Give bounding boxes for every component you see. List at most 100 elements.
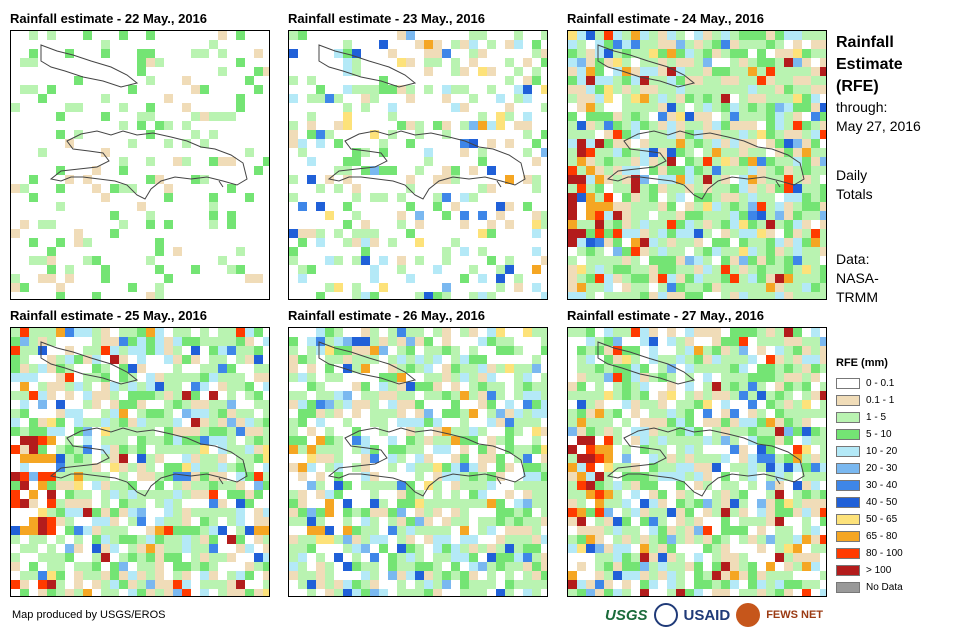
rainfall-cell [406, 463, 415, 472]
rainfall-cell [388, 391, 397, 400]
rainfall-cell [676, 427, 685, 436]
rainfall-cell [361, 454, 370, 463]
rainfall-cell [236, 328, 245, 337]
rainfall-cell [38, 400, 47, 409]
rainfall-cell [685, 85, 694, 94]
rainfall-cell [316, 535, 325, 544]
rainfall-cell [658, 454, 667, 463]
rainfall-cell [739, 31, 748, 40]
rainfall-cell [164, 184, 173, 193]
rainfall-cell [478, 463, 487, 472]
rainfall-cell [748, 184, 757, 193]
rainfall-cell [694, 265, 703, 274]
rainfall-cell [361, 247, 370, 256]
rainfall-cell [784, 544, 793, 553]
rainfall-cell [325, 211, 334, 220]
rainfall-cell [631, 229, 640, 238]
rainfall-cell [173, 418, 182, 427]
rainfall-cell [739, 76, 748, 85]
rainfall-cell [649, 508, 658, 517]
legend-swatch [836, 394, 860, 406]
rainfall-cell [29, 373, 38, 382]
rainfall-cell [775, 328, 784, 337]
rainfall-cell [200, 436, 209, 445]
rainfall-cell [415, 526, 424, 535]
rainfall-cell [128, 580, 137, 589]
rainfall-cell [182, 490, 191, 499]
rainfall-cell [236, 346, 245, 355]
rainfall-cell [56, 481, 65, 490]
rainfall-cell [622, 391, 631, 400]
rainfall-cell [730, 373, 739, 382]
rainfall-cell [514, 31, 523, 40]
rainfall-cell [694, 94, 703, 103]
rainfall-cell [505, 436, 514, 445]
rainfall-cell [802, 229, 811, 238]
rainfall-cell [523, 85, 532, 94]
rainfall-cell [11, 346, 20, 355]
rainfall-cell [433, 499, 442, 508]
rainfall-cell [604, 76, 613, 85]
rainfall-cell [487, 373, 496, 382]
rainfall-cell [595, 58, 604, 67]
rainfall-cell [595, 220, 604, 229]
rainfall-cell [379, 481, 388, 490]
rainfall-cell [694, 49, 703, 58]
rainfall-cell [289, 418, 298, 427]
rainfall-cell [820, 265, 826, 274]
rainfall-cell [65, 265, 74, 274]
rainfall-cell [307, 382, 316, 391]
rainfall-cell [667, 139, 676, 148]
rainfall-cell [110, 400, 119, 409]
rainfall-cell [83, 571, 92, 580]
rainfall-cell [613, 265, 622, 274]
rainfall-cell [505, 346, 514, 355]
rainfall-cell [370, 94, 379, 103]
rainfall-cell [29, 193, 38, 202]
rainfall-cell [649, 202, 658, 211]
rainfall-cell [307, 427, 316, 436]
rainfall-cell [739, 517, 748, 526]
rainfall-cell [11, 553, 20, 562]
rainfall-cell [352, 256, 361, 265]
rainfall-cell [182, 472, 191, 481]
rainfall-cell [541, 58, 547, 67]
rainfall-cell [361, 346, 370, 355]
rainfall-cell [784, 166, 793, 175]
rainfall-cell [155, 265, 164, 274]
rainfall-cell [586, 490, 595, 499]
rainfall-cell [568, 481, 577, 490]
rainfall-cell [532, 517, 541, 526]
rainfall-cell [541, 103, 547, 112]
rainfall-cell [236, 418, 245, 427]
rainfall-cell [191, 382, 200, 391]
rainfall-cell [721, 130, 730, 139]
rainfall-cell [11, 472, 20, 481]
rainfall-cell [685, 274, 694, 283]
rainfall-cell [577, 355, 586, 364]
rainfall-cell [65, 472, 74, 481]
rainfall-cell [92, 562, 101, 571]
rainfall-cell [649, 463, 658, 472]
rainfall-cell [523, 472, 532, 481]
rainfall-cell [424, 40, 433, 49]
rainfall-cell [146, 130, 155, 139]
rainfall-cell [694, 472, 703, 481]
data-line-1: Data: [836, 251, 870, 267]
rainfall-cell [802, 184, 811, 193]
rainfall-cell [631, 427, 640, 436]
rainfall-cell [694, 571, 703, 580]
rainfall-cell [307, 544, 316, 553]
rainfall-cell [56, 328, 65, 337]
rainfall-cell [65, 526, 74, 535]
rainfall-cell [146, 526, 155, 535]
rainfall-cell [469, 373, 478, 382]
rainfall-cell [721, 184, 730, 193]
rainfall-cell [110, 427, 119, 436]
rainfall-cell [155, 553, 164, 562]
rainfall-cell [47, 553, 56, 562]
rainfall-cell [730, 31, 739, 40]
rainfall-cell [712, 148, 721, 157]
rainfall-cell [775, 346, 784, 355]
rainfall-cell [101, 454, 110, 463]
